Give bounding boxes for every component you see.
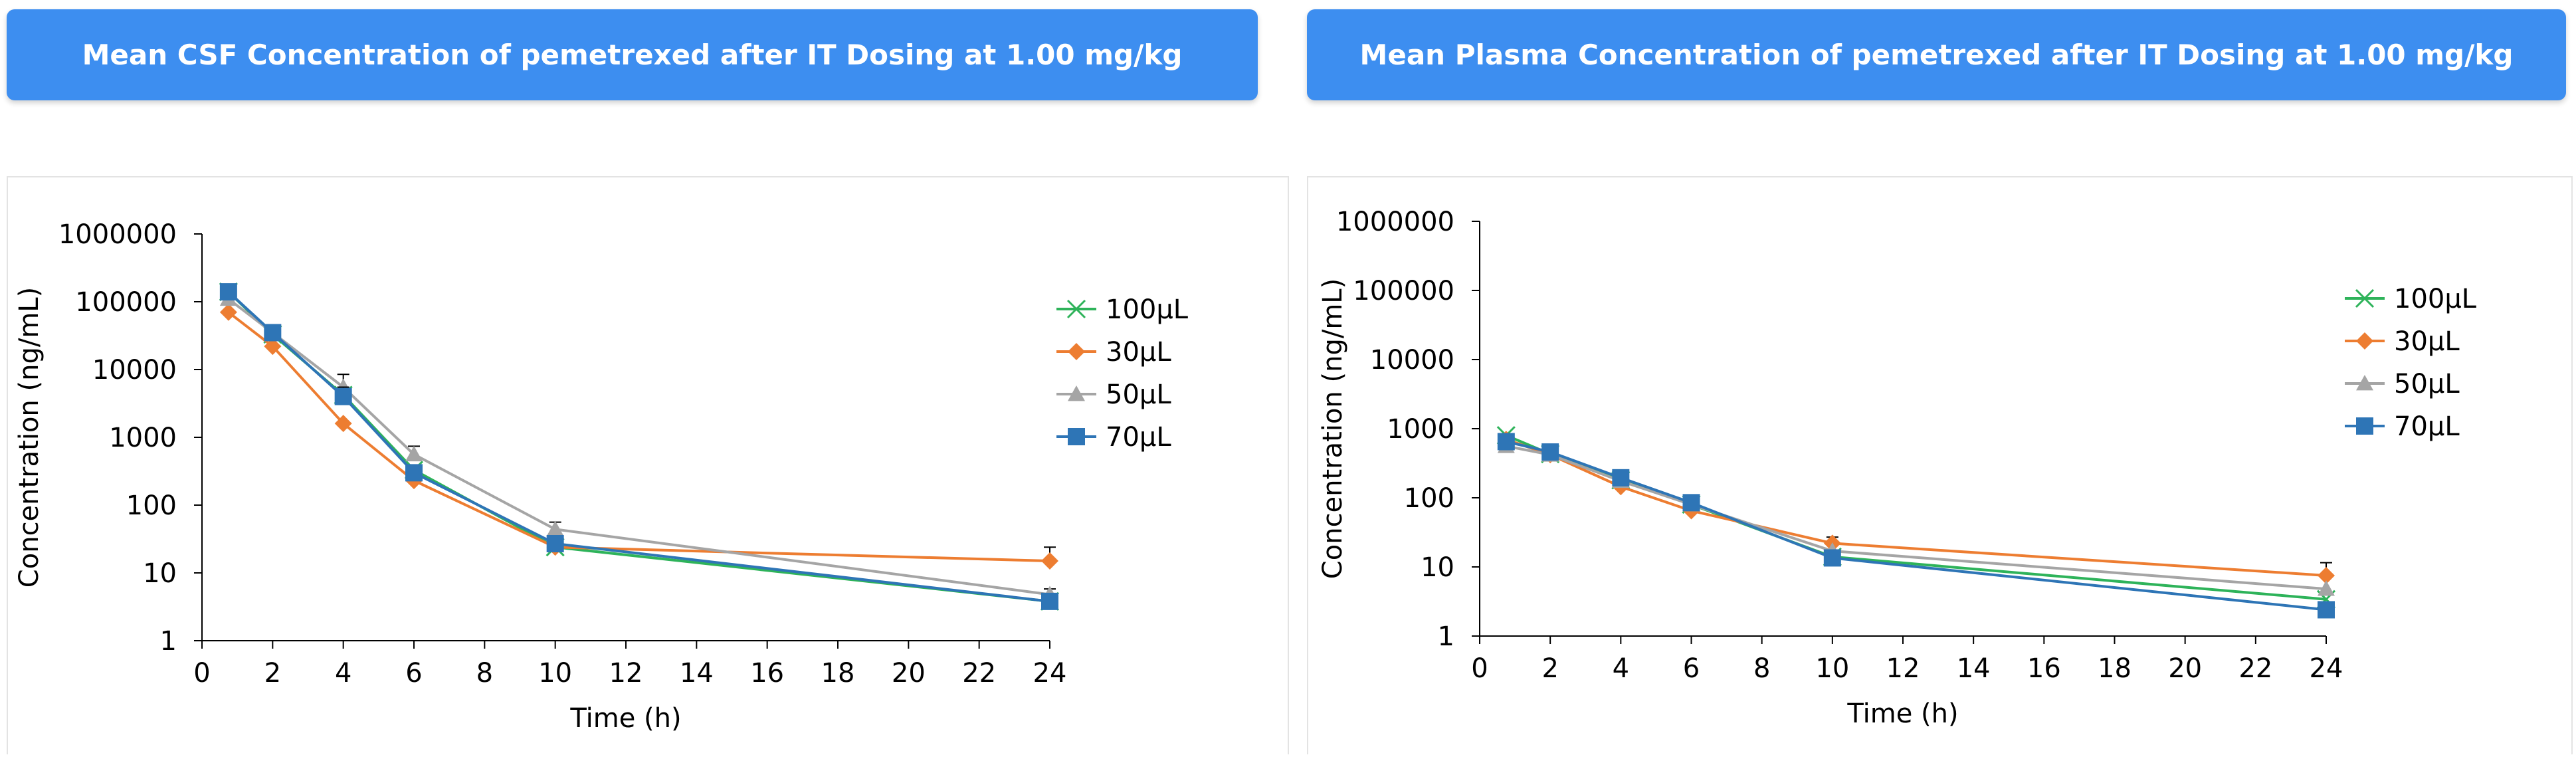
series-70-l-line [227,290,1050,603]
x-tick-label: 8 [1753,653,1770,684]
series-30-l-point [1041,552,1058,570]
legend-100-l-swatch-marker [1066,299,1086,319]
x-tick-label: 24 [1033,658,1067,689]
series-30-l-point [264,338,282,356]
legend-100-l-label: 100μL [1106,294,1189,325]
y-tick-label: 1 [160,626,177,657]
x-tick-label: 2 [1541,653,1558,684]
series-50-l-point [546,520,564,536]
x-axis-label: Time (h) [569,703,681,734]
legend-70-l-swatch-marker [2356,417,2373,435]
y-tick-label: 10000 [1370,345,1454,376]
x-tick-label: 6 [1683,653,1700,684]
y-tick-label: 100 [1404,483,1454,514]
chart-title-plasma: Mean Plasma Concentration of pemetrexed … [1359,39,2514,71]
series-70-l-point [1823,549,1841,567]
x-tick-label: 12 [1886,653,1920,684]
x-tick-label: 22 [962,658,996,689]
series-30-l-line [1506,438,2327,577]
x-tick-label: 18 [2098,653,2131,684]
x-tick-label: 20 [2168,653,2202,684]
chart-title-csf: Mean CSF Concentration of pemetrexed aft… [82,39,1183,71]
x-tick-label: 10 [538,658,572,689]
chart-panel-plasma: 1 10 100 1000 10000 100000 1000000 0 2 4 6 8 10 12 14 1… [1307,176,2573,754]
y-tick-label: 100000 [1353,276,1454,306]
series-70-l-point [2318,601,2335,619]
legend-30-l-swatch-marker [2356,332,2373,350]
series-70-l-point [405,464,423,482]
x-tick-label: 24 [2310,653,2343,684]
series-50-l-point [405,445,423,462]
legend-70-l-swatch-marker [1068,428,1085,445]
series-30-l-point [334,415,352,433]
x-axis-label: Time (h) [1846,699,1958,729]
x-tick-label: 0 [193,658,210,689]
legend-70-l-label: 70μL [2394,411,2460,442]
series-30-l-point [2318,566,2335,584]
x-tick-label: 10 [1815,653,1849,684]
series-100-l-line [1506,434,2327,601]
series-70-l-point [1041,592,1058,610]
x-tick-label: 8 [476,658,493,689]
x-tick-label: 20 [892,658,926,689]
x-tick-label: 12 [609,658,643,689]
y-tick-label: 1000 [109,423,177,453]
legend-30-l-label: 30μL [2394,326,2460,357]
x-tick-label: 4 [1613,653,1629,684]
y-tick-label: 10 [1421,552,1454,583]
x-tick-label: 16 [750,658,784,689]
x-tick-label: 0 [1471,653,1488,684]
y-tick-label: 1 [1438,621,1454,652]
legend-50-l-label: 50μL [2394,369,2460,399]
legend-50-l-swatch-marker [2356,375,2373,391]
chart-title-banner-csf: Mean CSF Concentration of pemetrexed aft… [7,9,1258,100]
x-tick-label: 2 [264,658,281,689]
y-tick-label: 10000 [92,355,177,385]
series-50-l-point [2318,580,2335,596]
chart-panel-csf: 1 10 100 1000 10000 100000 1000000 0 2 4 6 8 10 12 14 1… [7,176,1289,754]
x-tick-label: 16 [2027,653,2061,684]
legend-100-l-label: 100μL [2394,284,2477,314]
y-tick-label: 10 [143,558,177,589]
y-axis-label: Concentration (ng/mL) [1318,278,1348,579]
series-70-l-point [264,324,282,342]
series-70-l-point [1612,469,1630,487]
x-tick-label: 14 [680,658,714,689]
legend-30-l-swatch-marker [1068,343,1085,360]
y-axis-label: Concentration (ng/mL) [14,287,45,588]
series-70-l-point [219,283,237,301]
x-tick-label: 18 [821,658,855,689]
x-tick-label: 4 [335,658,351,689]
x-tick-label: 14 [1957,653,1991,684]
series-70-l-point [1682,494,1700,512]
y-tick-label: 1000000 [58,219,177,250]
series-70-l-line [1506,440,2327,611]
y-tick-label: 1000000 [1336,207,1454,237]
series-70-l-point [334,387,352,405]
series-70-l-point [1541,443,1559,461]
series-70-l-point [546,535,564,553]
series-30-l-point [219,303,237,321]
y-tick-label: 100000 [75,287,177,318]
legend-50-l-swatch-marker [1068,385,1085,401]
y-tick-label: 1000 [1387,414,1454,445]
series-100-l-line [227,290,1050,603]
legend-50-l-label: 50μL [1106,380,1171,410]
x-tick-label: 22 [2238,653,2272,684]
series-30-l-line [227,311,1050,563]
legend-70-l-label: 70μL [1106,422,1171,453]
chart-title-banner-plasma: Mean Plasma Concentration of pemetrexed … [1307,9,2566,100]
x-tick-label: 6 [405,658,422,689]
y-tick-label: 100 [126,490,177,521]
legend-100-l-swatch-marker [2355,288,2375,308]
series-70-l-point [1497,433,1515,451]
legend-30-l-label: 30μL [1106,337,1171,368]
